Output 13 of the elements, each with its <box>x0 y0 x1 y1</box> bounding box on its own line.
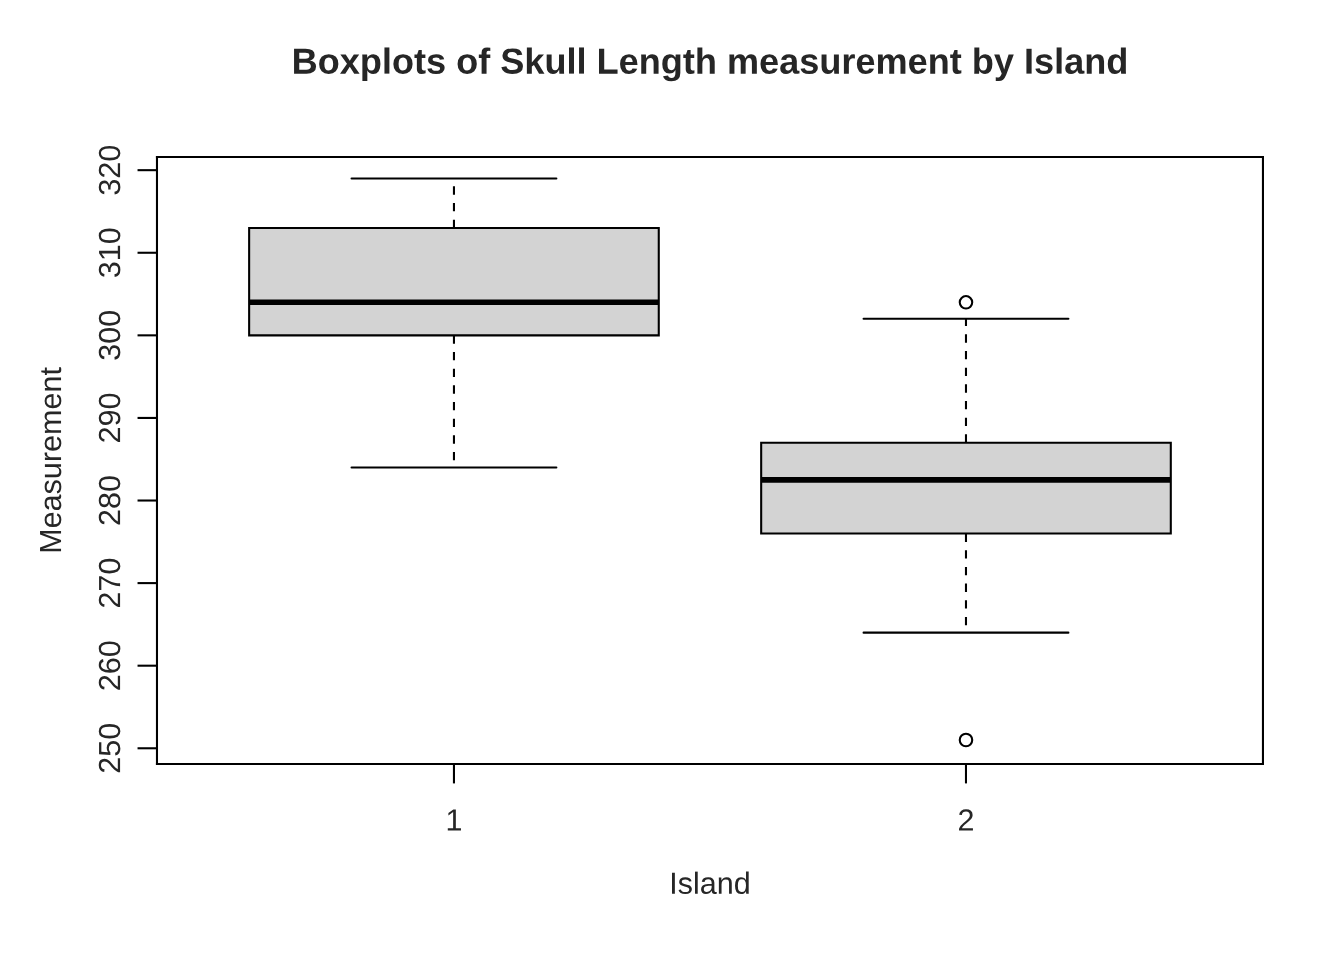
y-tick-label: 270 <box>98 558 121 608</box>
y-tick-label: 260 <box>98 641 121 690</box>
chart-title: Boxplots of Skull Length measurement by Island <box>294 47 1126 82</box>
y-tick-label: 280 <box>98 476 121 525</box>
y-tick-label: 310 <box>98 228 121 278</box>
y-tick-label: 300 <box>98 311 121 360</box>
y-tick-label: 320 <box>98 145 121 195</box>
y-tick-label: 250 <box>98 723 121 773</box>
x-tick-label: 2 <box>959 809 973 831</box>
y-tick-label: 290 <box>98 393 121 442</box>
x-axis-title: Island <box>672 871 749 895</box>
x-tick-label: 1 <box>447 809 461 831</box>
y-axis-title: Measurement <box>40 367 62 552</box>
